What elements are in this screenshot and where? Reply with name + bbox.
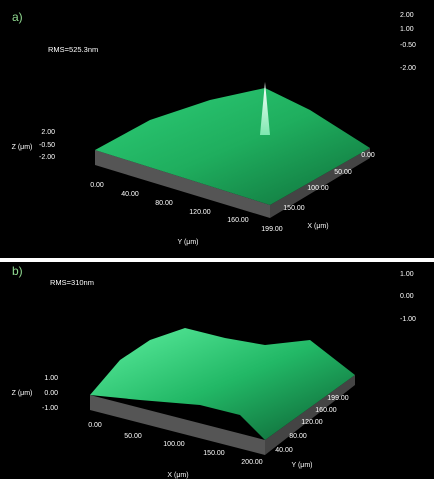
axis-title: Z (μm) — [12, 390, 33, 397]
y-tick-label: 80.00 — [289, 433, 307, 440]
z-tick-label: 0.00 — [44, 390, 58, 397]
x-tick-label: 0.00 — [88, 422, 102, 429]
scale-label: -2.00 — [400, 65, 416, 72]
separator — [0, 258, 434, 262]
rms-label: RMS=525.3nm — [48, 45, 98, 54]
scale-label: 1.00 — [400, 271, 414, 278]
y-tick-label: 160.00 — [227, 217, 249, 224]
y-tick-label: 160.00 — [315, 407, 337, 414]
figure: a) RMS=525.3nm 2.00 1.00 -0.50 -2.00 Z (μm) 2.0… — [0, 0, 434, 479]
axis-title: Z (μm) — [12, 144, 33, 151]
panel-b — [0, 262, 434, 479]
x-tick-label: 200.00 — [241, 459, 263, 466]
y-tick-label: 40.00 — [275, 447, 293, 454]
panel-label: a) — [12, 10, 23, 24]
x-tick-label: 150.00 — [283, 205, 305, 212]
panel-label: b) — [12, 264, 23, 278]
y-tick-label: 120.00 — [189, 209, 211, 216]
scale-label: 2.00 — [400, 12, 414, 19]
z-tick-label: 1.00 — [44, 375, 58, 382]
z-tick-label: -1.00 — [42, 405, 58, 412]
x-tick-label: 150.00 — [203, 450, 225, 457]
rms-label: RMS=310nm — [50, 278, 94, 287]
x-tick-label: 50.00 — [124, 433, 142, 440]
scale-label: -1.00 — [400, 316, 416, 323]
x-tick-label: 100.00 — [307, 185, 329, 192]
y-tick-label: 80.00 — [155, 200, 173, 207]
axis-title: Y (μm) — [291, 462, 312, 469]
z-tick-label: 2.00 — [41, 129, 55, 136]
z-tick-label: -2.00 — [39, 154, 55, 161]
y-tick-label: 120.00 — [301, 419, 323, 426]
axis-title: Y (μm) — [177, 239, 198, 246]
y-tick-label: 40.00 — [121, 191, 139, 198]
x-tick-label: 50.00 — [334, 169, 352, 176]
y-tick-label: 199.00 — [261, 226, 283, 233]
scale-label: 0.00 — [400, 293, 414, 300]
panel-a — [0, 0, 434, 258]
z-tick-label: -0.50 — [39, 142, 55, 149]
y-tick-label: 0.00 — [90, 182, 104, 189]
scale-label: 1.00 — [400, 26, 414, 33]
scale-label: -0.50 — [400, 42, 416, 49]
y-tick-label: 199.00 — [327, 395, 349, 402]
axis-title: X (μm) — [307, 223, 328, 230]
axis-title: X (μm) — [167, 472, 188, 479]
x-tick-label: 100.00 — [163, 441, 185, 448]
x-tick-label: 0.00 — [361, 152, 375, 159]
